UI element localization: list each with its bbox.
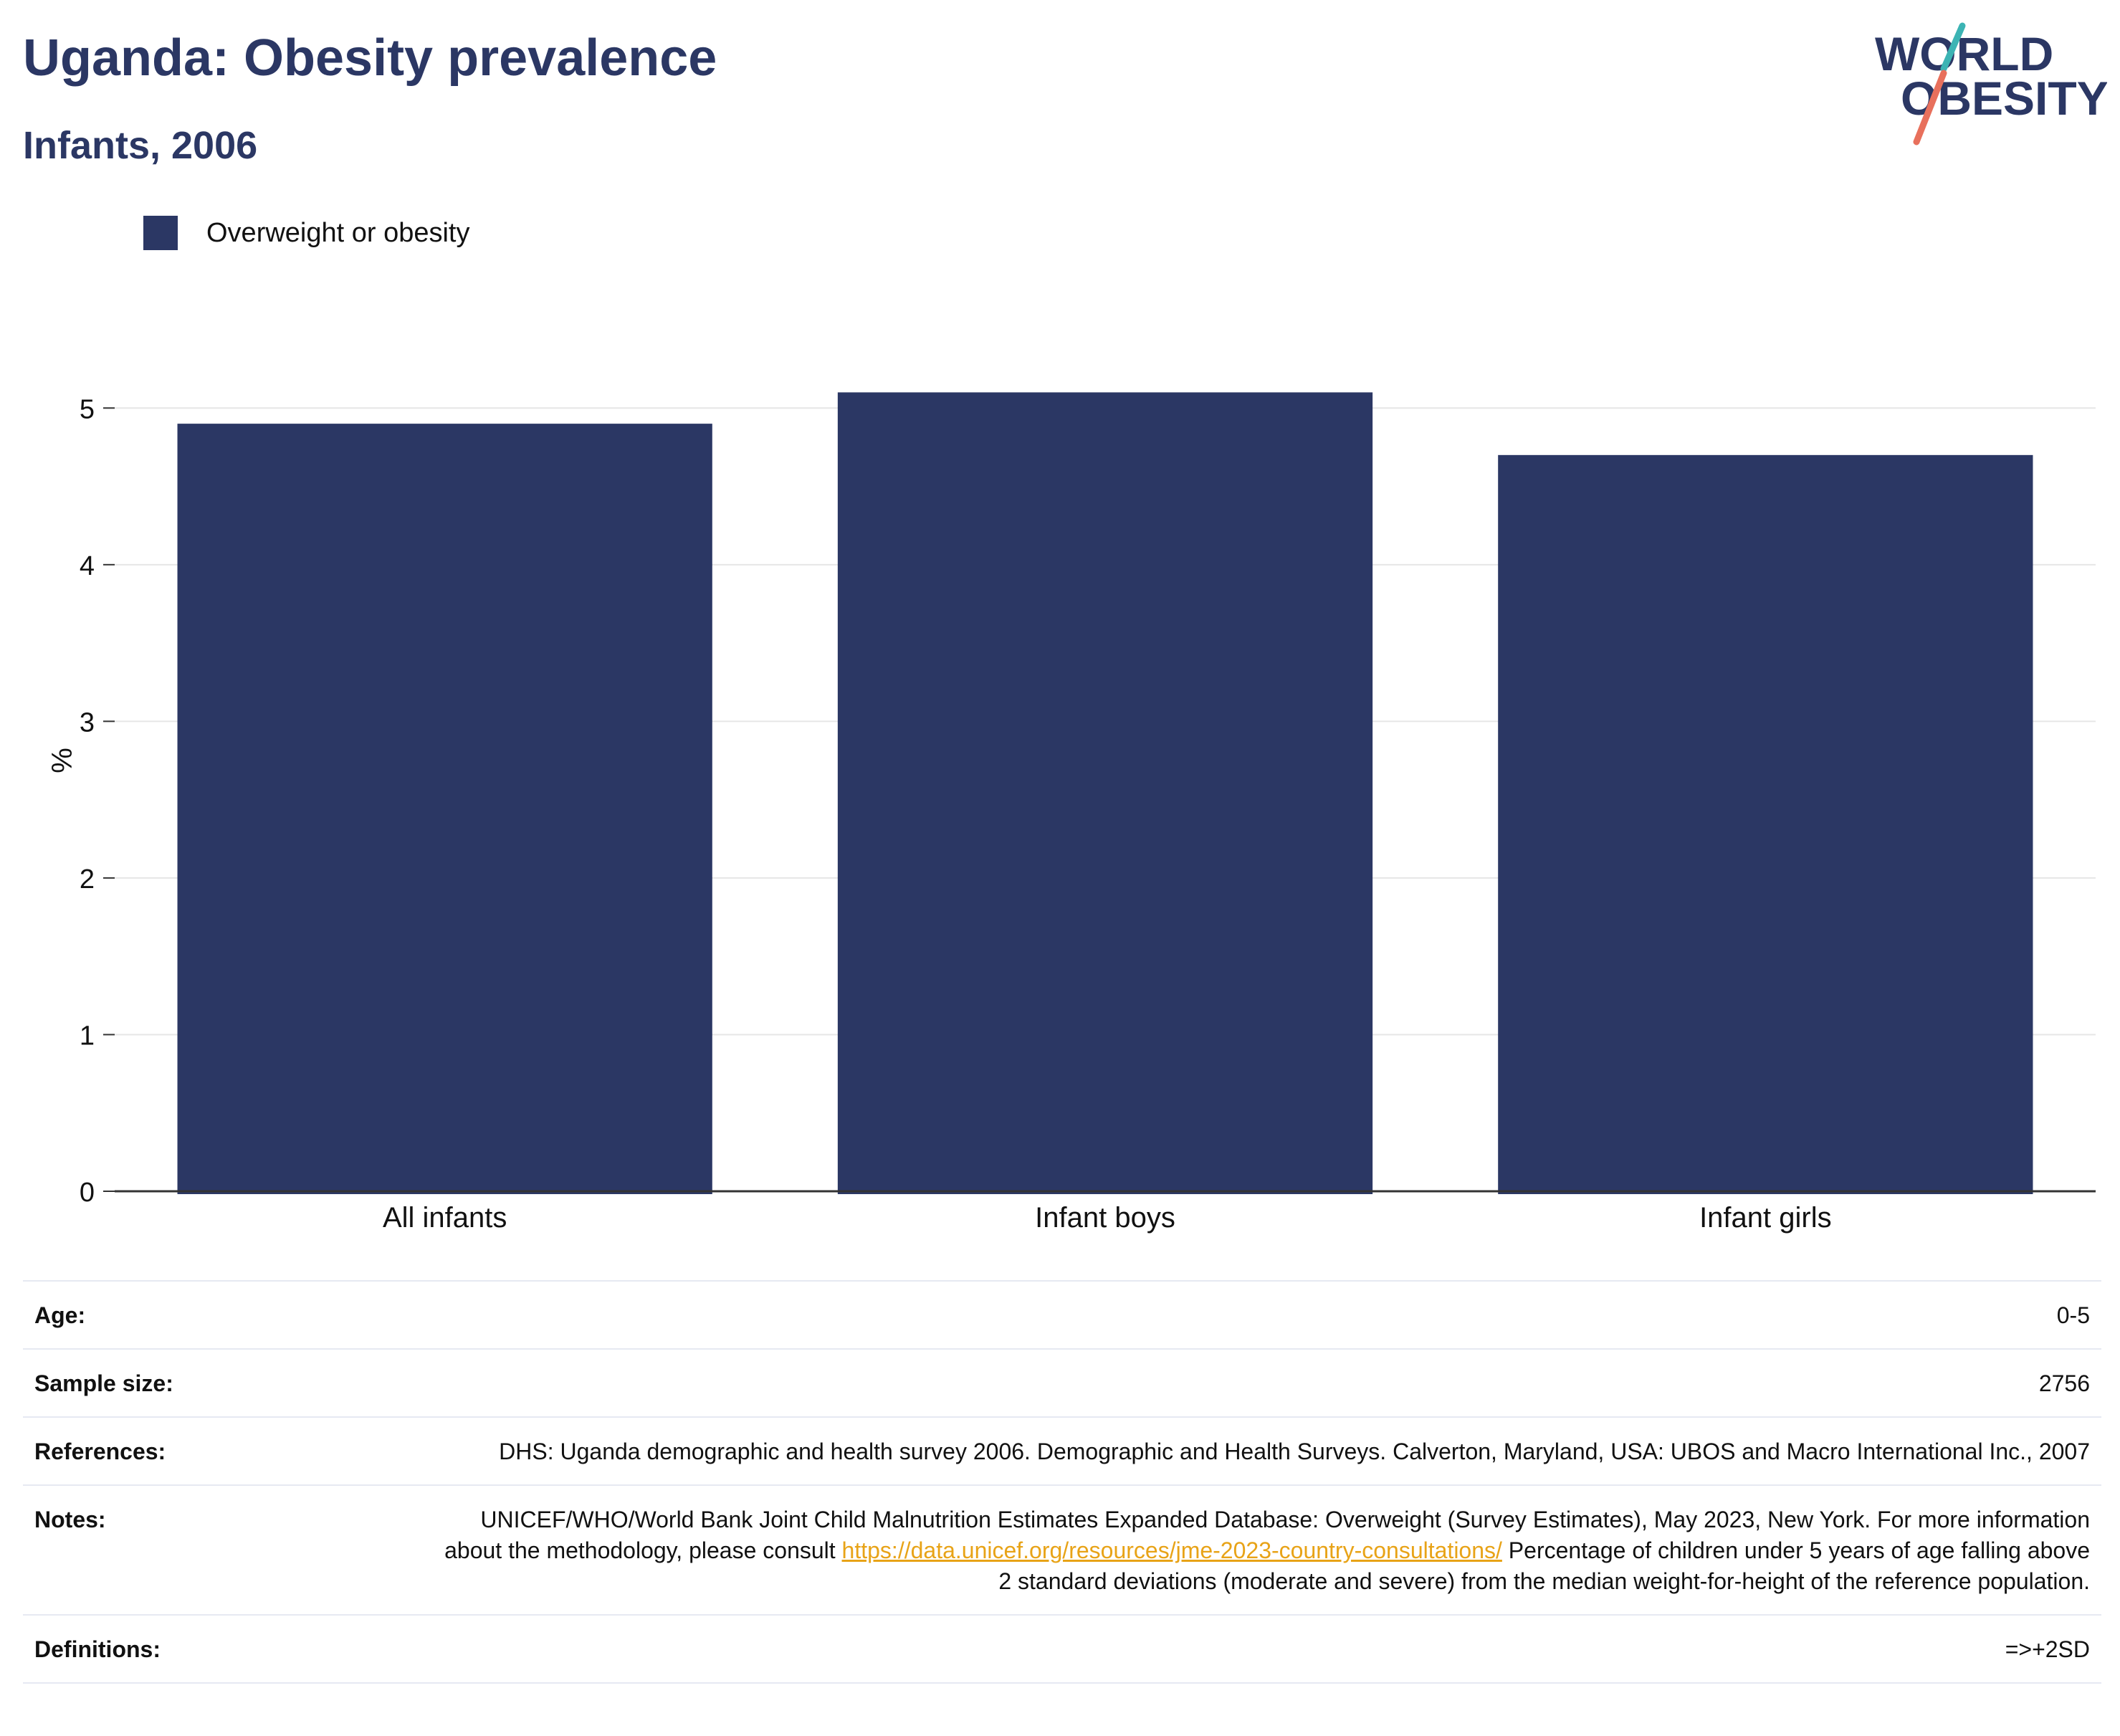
logo-line-1: WORLD (1875, 27, 2053, 80)
chart-legend: Overweight or obesity (143, 215, 470, 251)
meta-row-definitions: Definitions: =>+2SD (23, 1616, 2101, 1684)
meta-row-sample-size: Sample size: 2756 (23, 1350, 2101, 1418)
y-tick-label: 2 (80, 864, 95, 895)
y-tick-label: 0 (80, 1178, 95, 1208)
meta-sample-value: 2756 (2038, 1370, 2090, 1396)
meta-definitions-value: =>+2SD (2005, 1636, 2090, 1662)
page-title: Uganda: Obesity prevalence (23, 29, 717, 87)
page-subtitle: Infants, 2006 (23, 124, 258, 167)
meta-notes-text-2: Percentage of children under 5 years of … (998, 1537, 2090, 1594)
legend-swatch (143, 216, 178, 250)
meta-notes-link[interactable]: https://data.unicef.org/resources/jme-20… (841, 1537, 1502, 1563)
x-tick-label: All infants (383, 1202, 507, 1234)
bar-all-infants (177, 424, 712, 1195)
meta-references-value: DHS: Uganda demographic and health surve… (499, 1439, 2090, 1464)
bar-infant-girls (1498, 454, 2033, 1194)
meta-definitions-label: Definitions: (34, 1636, 161, 1662)
bar-infant-boys (837, 392, 1373, 1194)
meta-references-label: References: (34, 1439, 166, 1464)
y-tick-label: 5 (80, 394, 95, 424)
y-tick-label: 3 (80, 707, 95, 738)
y-axis-label: % (45, 748, 77, 773)
y-tick-label: 4 (80, 551, 95, 581)
meta-sample-label: Sample size: (34, 1370, 173, 1396)
metadata-table: Age: 0-5 Sample size: 2756 References: D… (23, 1280, 2101, 1684)
bar-chart: 0 1 2 3 4 5% All infants Infant boys Infant girl… (45, 392, 2096, 1234)
meta-age-value: 0-5 (2056, 1302, 2090, 1328)
x-tick-label: Infant girls (1699, 1202, 1832, 1234)
logo-slash-teal (1940, 22, 1966, 72)
meta-notes-value: UNICEF/WHO/World Bank Joint Child Malnut… (427, 1504, 2090, 1597)
legend-label: Overweight or obesity (206, 217, 470, 248)
meta-notes-text-1: UNICEF/WHO/World Bank Joint Child Malnut… (444, 1507, 2090, 1563)
world-obesity-logo: WORLD OBESITY (1875, 22, 2107, 146)
x-tick-label: Infant boys (1035, 1202, 1175, 1234)
y-tick-label: 1 (80, 1021, 95, 1051)
logo-slash-coral (1913, 70, 1947, 146)
meta-row-age: Age: 0-5 (23, 1282, 2101, 1350)
meta-row-notes: Notes: UNICEF/WHO/World Bank Joint Child… (23, 1486, 2101, 1616)
meta-age-label: Age: (34, 1302, 86, 1328)
meta-notes-label: Notes: (34, 1507, 106, 1532)
meta-row-references: References: DHS: Uganda demographic and … (23, 1418, 2101, 1486)
